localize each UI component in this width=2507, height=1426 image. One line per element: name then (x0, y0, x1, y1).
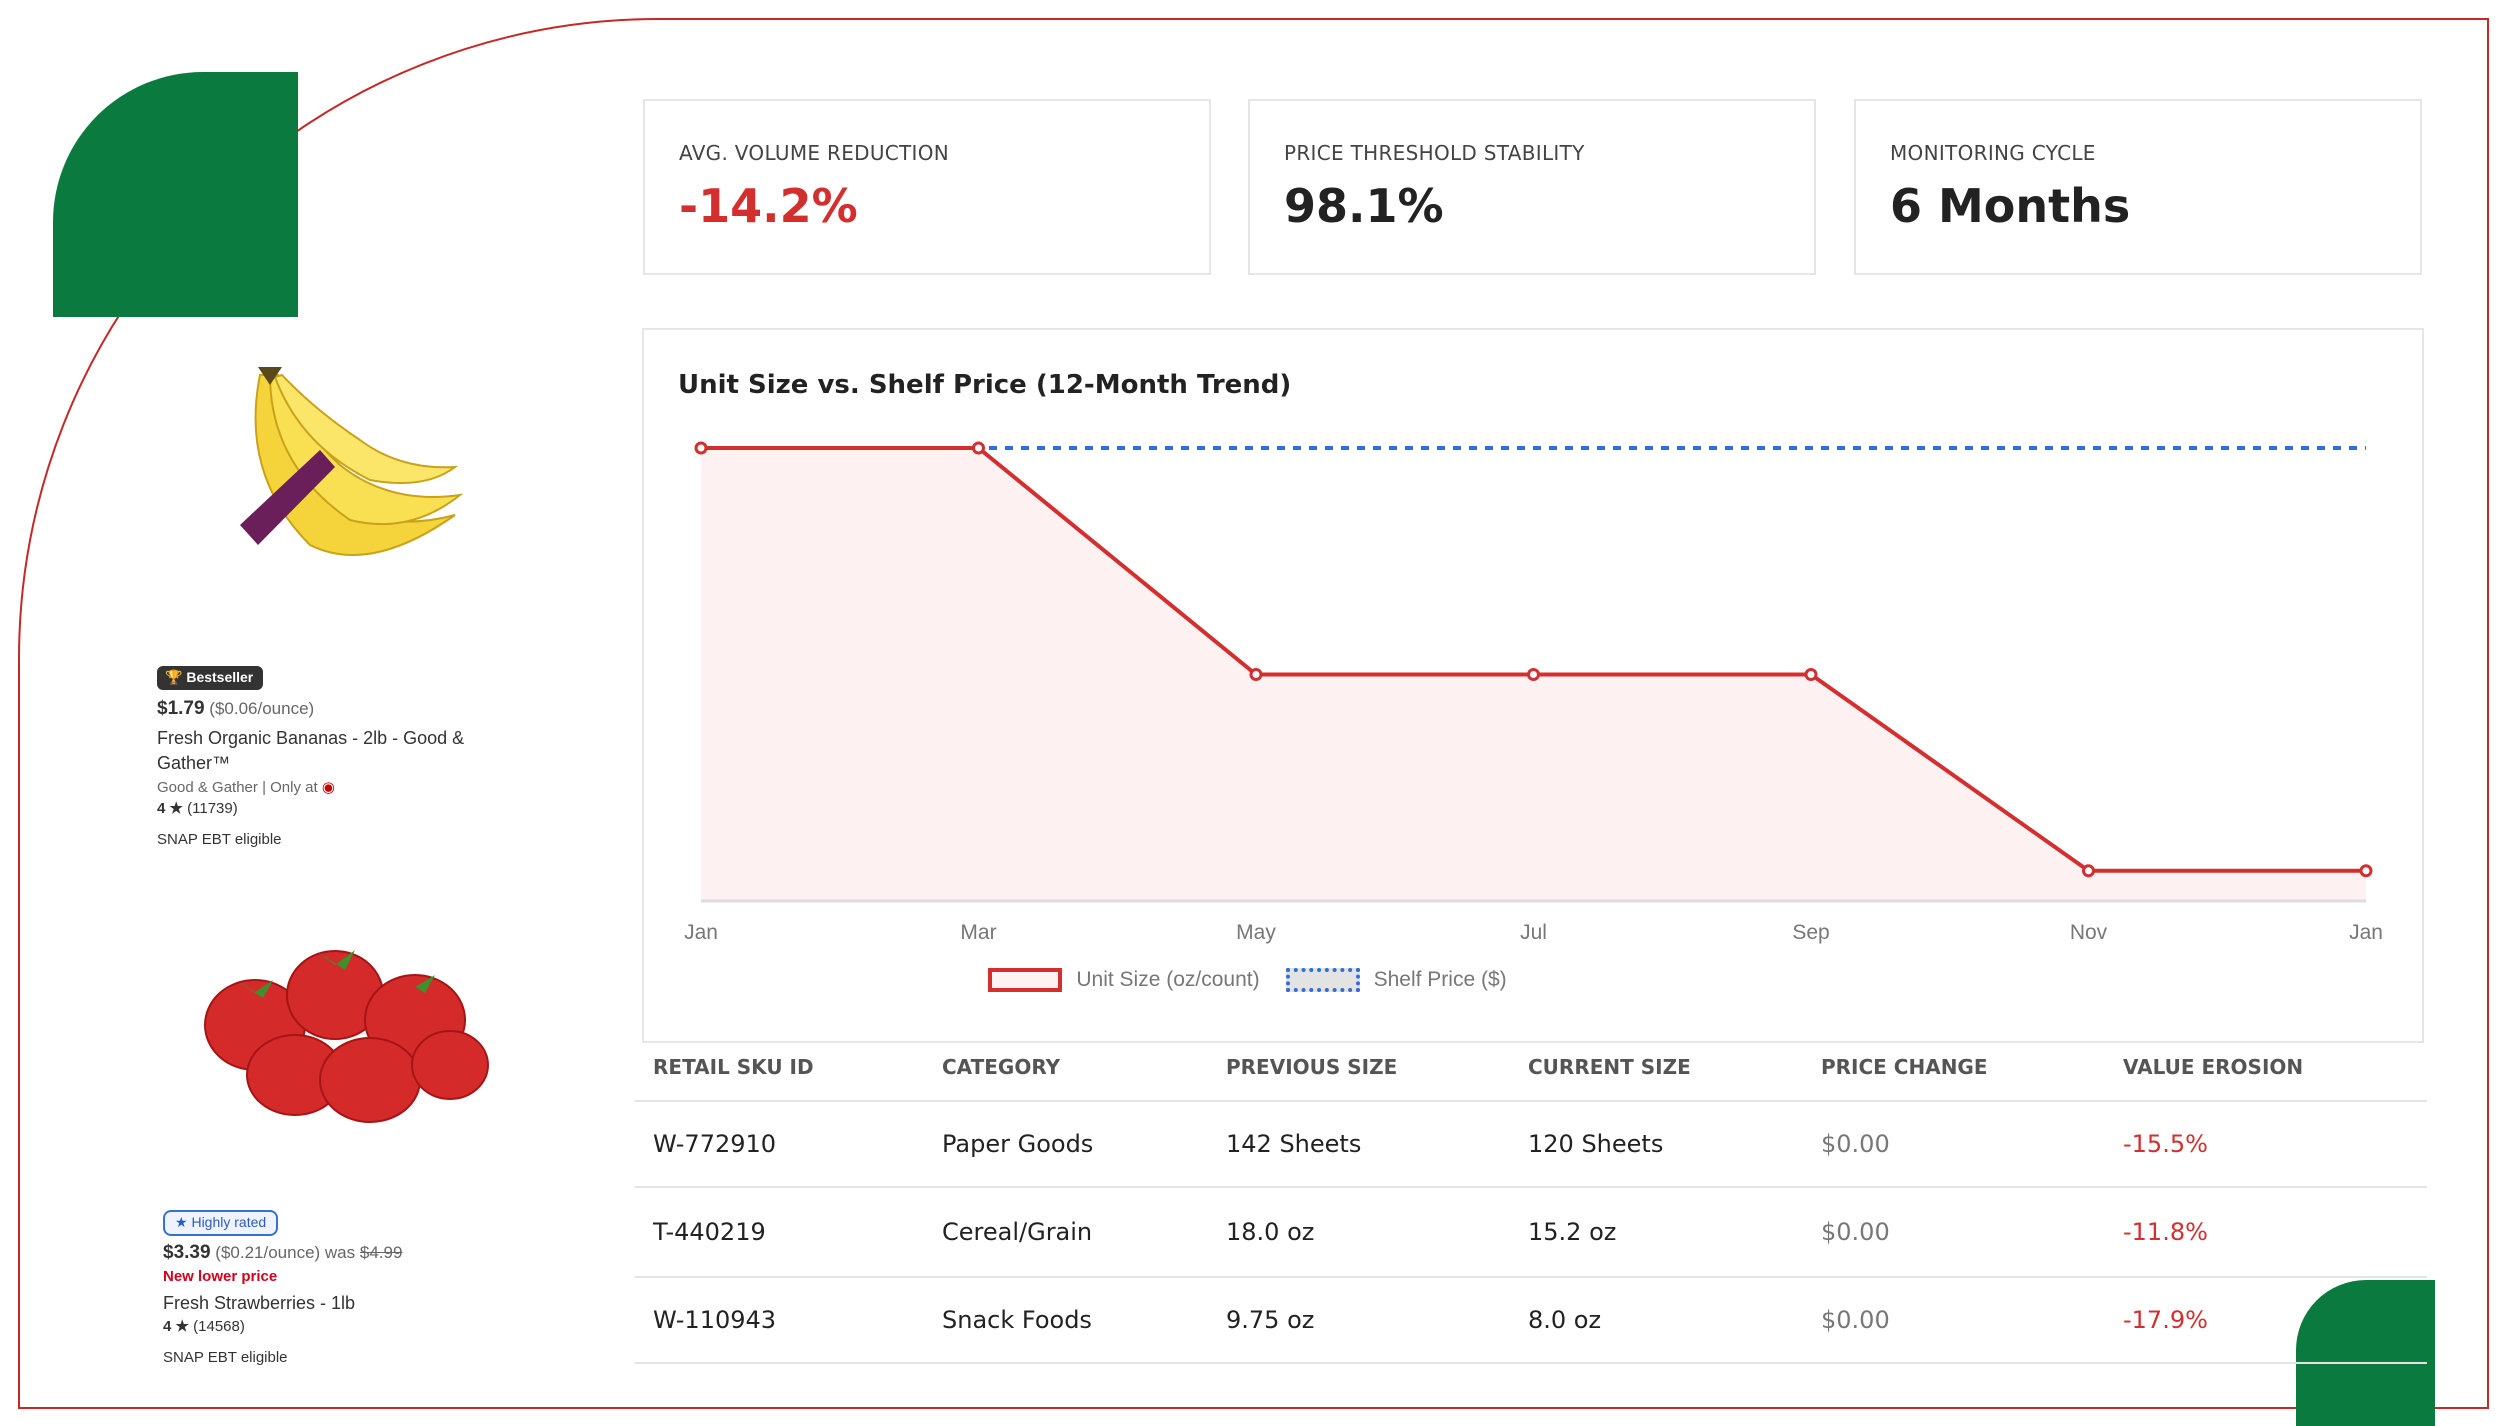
unit-size-point[interactable] (694, 441, 708, 455)
star-icon: ★ (175, 1214, 188, 1230)
trophy-icon: 🏆 (165, 669, 183, 685)
x-tick-label: Jan (2349, 921, 2383, 944)
banana-image (240, 367, 464, 556)
highly-rated-badge: ★ Highly rated (163, 1210, 279, 1236)
snap-label: SNAP EBT eligible (157, 830, 282, 848)
table-cell: 15.2 oz (1528, 1218, 1617, 1246)
table-cell: -11.8% (2123, 1218, 2208, 1246)
kpi-label: PRICE THRESHOLD STABILITY (1284, 141, 1585, 165)
table-cell: -17.9% (2123, 1306, 2208, 1334)
table-cell: W-772910 (653, 1130, 777, 1158)
unit-size-point[interactable] (1249, 668, 1263, 681)
badge-label: Highly rated (191, 1214, 267, 1230)
product-price: $3.39 (163, 1241, 211, 1263)
table-cell: 142 Sheets (1226, 1130, 1362, 1158)
rating: 4 ★ (163, 1318, 189, 1336)
table-cell: 8.0 oz (1528, 1306, 1602, 1334)
target-logo-icon: ◉ (321, 778, 335, 796)
product-price: $1.79 (157, 697, 205, 719)
promo-label: New lower price (163, 1268, 278, 1286)
product-name[interactable]: Fresh Strawberries - 1lb (163, 1293, 356, 1314)
column-header[interactable]: RETAIL SKU ID (653, 1055, 814, 1079)
x-tick-label: Jan (684, 921, 718, 944)
product-name[interactable]: Fresh Organic Bananas - 2lb - Good & Gat… (157, 728, 465, 774)
x-tick-label: Nov (2069, 921, 2108, 944)
unit-size-point[interactable] (1804, 668, 1818, 681)
was-price: $4.99 (359, 1242, 403, 1262)
brand-name[interactable]: Good & Gather (157, 778, 258, 796)
kpi-value: 98.1% (1284, 179, 1444, 233)
row-divider (635, 1276, 2427, 1278)
green-corner-accent (2296, 1280, 2435, 1426)
bestseller-badge: 🏆 Bestseller (157, 666, 264, 690)
kpi-label: MONITORING CYCLE (1890, 141, 2096, 165)
kpi-value: 6 Months (1890, 179, 2131, 233)
row-divider (635, 1362, 2427, 1364)
legend-swatch-shelf-price (1285, 968, 1360, 992)
legend-label-unit-size: Unit Size (oz/count) (1076, 968, 1260, 991)
kpi-card-volume-reduction: AVG. VOLUME REDUCTION -14.2% (643, 99, 1211, 275)
unit-size-point[interactable] (1527, 668, 1540, 681)
rating: 4 ★ (157, 799, 183, 817)
snap-label: SNAP EBT eligible (163, 1349, 288, 1367)
table-cell: T-440219 (653, 1218, 766, 1246)
column-header[interactable]: CURRENT SIZE (1528, 1055, 1691, 1079)
only-at-label: Only at (270, 778, 318, 796)
x-tick-label: Mar (960, 921, 997, 944)
x-tick-label: Sep (1792, 921, 1830, 944)
table-cell: $0.00 (1821, 1218, 1890, 1246)
column-header[interactable]: CATEGORY (942, 1055, 1061, 1079)
table-cell: Snack Foods (942, 1306, 1092, 1334)
kpi-card-price-stability: PRICE THRESHOLD STABILITY 98.1% (1248, 99, 1816, 275)
product-card-strawberries[interactable]: ★ Highly rated $3.39 ($0.21/ounce) was $… (163, 1210, 493, 1368)
unit-price: ($0.21/ounce) was (215, 1242, 356, 1262)
table-cell: $0.00 (1821, 1306, 1890, 1334)
unit-size-point[interactable] (972, 441, 985, 455)
x-tick-label: May (1236, 921, 1276, 944)
table-cell: 18.0 oz (1226, 1218, 1315, 1246)
table-cell: -15.5% (2123, 1130, 2208, 1158)
row-divider (635, 1100, 2427, 1102)
review-count: (14568) (193, 1318, 245, 1336)
chart-title: Unit Size vs. Shelf Price (12-Month Tren… (678, 370, 1292, 400)
x-tick-label: Jul (1520, 921, 1547, 944)
row-divider (635, 1186, 2427, 1188)
legend-swatch-unit-size (988, 968, 1063, 992)
chart-legend: Unit Size (oz/count) Shelf Price ($) (0, 968, 2507, 992)
kpi-label: AVG. VOLUME REDUCTION (679, 141, 950, 165)
kpi-value: -14.2% (679, 179, 858, 233)
kpi-card-monitoring-cycle: MONITORING CYCLE 6 Months (1854, 99, 2422, 275)
table-cell: Paper Goods (942, 1130, 1094, 1158)
review-count: (11739) (187, 799, 238, 817)
legend-label-shelf-price: Shelf Price ($) (1373, 968, 1507, 991)
table-cell: W-110943 (653, 1306, 777, 1334)
column-header[interactable]: VALUE EROSION (2123, 1055, 2304, 1079)
column-header[interactable]: PRICE CHANGE (1821, 1055, 1988, 1079)
unit-price: ($0.06/ounce) (209, 698, 315, 718)
table-cell: $0.00 (1821, 1130, 1890, 1158)
product-card-bananas[interactable]: 🏆 Bestseller $1.79 ($0.06/ounce) Fresh O… (157, 665, 487, 850)
table-cell: 120 Sheets (1528, 1130, 1664, 1158)
unit-size-point[interactable] (2082, 864, 2095, 878)
strawberries-image (204, 950, 489, 1123)
badge-label: Bestseller (186, 669, 254, 685)
column-header[interactable]: PREVIOUS SIZE (1226, 1055, 1398, 1079)
table-cell: Cereal/Grain (942, 1218, 1093, 1246)
unit-size-point[interactable] (2359, 864, 2373, 878)
table-cell: 9.75 oz (1226, 1306, 1315, 1334)
